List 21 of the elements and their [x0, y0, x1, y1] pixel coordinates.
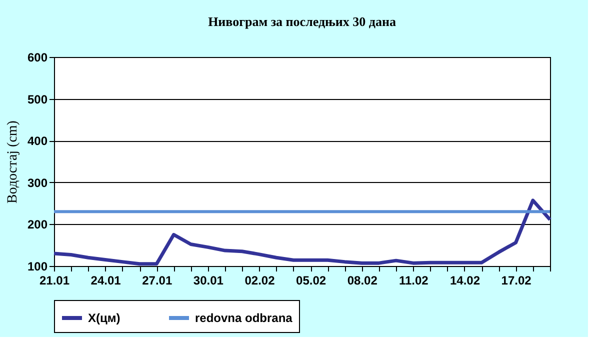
y-tick-label: 500	[27, 92, 48, 106]
x-tick-label: 02.02	[244, 274, 276, 288]
y-tick-label: 600	[27, 50, 48, 64]
y-axis-title: Водостај (cm)	[5, 120, 20, 204]
x-tick-label: 27.01	[142, 274, 172, 288]
y-tick-label: 300	[27, 176, 48, 190]
line-series	[52, 198, 552, 266]
x-tick-label: 14.02	[450, 274, 480, 288]
x-tick-label: 24.01	[90, 274, 122, 288]
chart-title: Нивограм за последњих 30 дана	[208, 14, 396, 29]
legend-label: redovna odbrana	[195, 311, 293, 325]
y-tick-label: 100	[27, 260, 48, 274]
x-tick-label: 21.01	[39, 274, 70, 288]
x-tick-label: 05.02	[296, 274, 326, 288]
x-tick-label: 30.01	[193, 274, 224, 288]
x-tick-label: 17.02	[501, 274, 532, 288]
legend-label: X(цм)	[88, 311, 120, 325]
x-tick-label: 08.02	[347, 274, 378, 288]
y-tick-label: 400	[27, 134, 48, 148]
x-tick-label: 11.02	[398, 274, 429, 288]
y-tick-label: 200	[27, 218, 48, 232]
